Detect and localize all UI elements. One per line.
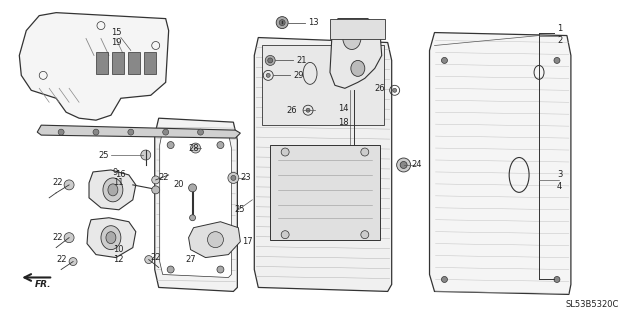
Circle shape [554, 277, 560, 282]
Text: 18: 18 [338, 118, 349, 127]
Circle shape [281, 231, 289, 239]
Circle shape [442, 277, 447, 282]
Circle shape [361, 148, 369, 156]
Circle shape [442, 57, 447, 63]
Polygon shape [160, 130, 232, 278]
Text: 3: 3 [557, 170, 563, 179]
Circle shape [64, 233, 74, 243]
Text: 25: 25 [99, 151, 109, 160]
Text: 29: 29 [293, 71, 303, 80]
Ellipse shape [343, 27, 361, 49]
Text: 24: 24 [412, 160, 422, 169]
Text: 13: 13 [308, 18, 319, 27]
Bar [128, 52, 140, 74]
Polygon shape [19, 13, 169, 120]
Polygon shape [87, 218, 136, 257]
Bar [112, 52, 124, 74]
Circle shape [266, 73, 270, 78]
Circle shape [276, 17, 288, 29]
Text: 4: 4 [557, 182, 562, 191]
Circle shape [64, 180, 74, 190]
Text: 22: 22 [151, 253, 161, 262]
Polygon shape [330, 19, 381, 88]
Circle shape [361, 231, 369, 239]
Bar [270, 145, 380, 240]
Circle shape [189, 215, 196, 221]
Text: 19: 19 [111, 38, 122, 47]
Circle shape [265, 56, 275, 65]
Text: 22: 22 [52, 178, 63, 187]
Circle shape [217, 142, 224, 149]
Text: 28: 28 [189, 144, 199, 152]
Text: 25: 25 [234, 205, 245, 214]
Text: 2: 2 [557, 36, 562, 45]
Circle shape [207, 232, 223, 248]
Ellipse shape [106, 232, 116, 244]
Ellipse shape [103, 178, 123, 202]
Polygon shape [254, 38, 392, 292]
Text: 22: 22 [159, 174, 169, 182]
Ellipse shape [351, 60, 365, 76]
Text: FR.: FR. [35, 280, 51, 289]
Circle shape [152, 186, 160, 194]
Circle shape [167, 142, 174, 149]
Text: 27: 27 [185, 255, 196, 264]
Circle shape [189, 184, 196, 192]
Bar [144, 52, 156, 74]
Circle shape [167, 266, 174, 273]
Text: 20: 20 [173, 180, 184, 189]
Text: 23: 23 [241, 174, 251, 182]
Ellipse shape [108, 184, 118, 196]
Circle shape [198, 129, 204, 135]
Text: 14: 14 [338, 104, 348, 113]
Polygon shape [37, 125, 241, 138]
Text: 22: 22 [52, 233, 63, 242]
Text: 22: 22 [56, 255, 67, 264]
Circle shape [145, 256, 153, 263]
Ellipse shape [101, 226, 121, 249]
Circle shape [306, 108, 310, 112]
Circle shape [400, 161, 407, 168]
Circle shape [554, 57, 560, 63]
Circle shape [397, 158, 411, 172]
Polygon shape [89, 170, 136, 210]
Text: 10: 10 [113, 245, 124, 254]
Circle shape [228, 173, 239, 183]
Text: 26: 26 [374, 84, 385, 93]
Circle shape [231, 175, 236, 181]
Bar [262, 46, 384, 125]
Circle shape [141, 150, 151, 160]
Circle shape [281, 148, 289, 156]
Circle shape [393, 88, 397, 92]
Polygon shape [189, 222, 241, 257]
Text: 16: 16 [116, 170, 126, 179]
Text: 9: 9 [113, 168, 118, 177]
Circle shape [152, 176, 160, 184]
Text: 12: 12 [113, 255, 124, 264]
Text: 17: 17 [243, 237, 253, 246]
Circle shape [217, 266, 224, 273]
Text: 26: 26 [287, 106, 297, 115]
Circle shape [69, 257, 77, 265]
Circle shape [93, 129, 99, 135]
Text: SL53B5320C: SL53B5320C [565, 300, 619, 309]
Bar [330, 19, 385, 39]
Text: 21: 21 [296, 56, 307, 65]
Text: 15: 15 [111, 28, 122, 37]
Circle shape [191, 143, 200, 153]
Text: 11: 11 [113, 178, 124, 187]
Circle shape [128, 129, 134, 135]
Text: 1: 1 [557, 24, 562, 33]
Circle shape [268, 58, 273, 63]
Polygon shape [155, 118, 237, 292]
Circle shape [279, 19, 285, 26]
Circle shape [163, 129, 169, 135]
Polygon shape [429, 33, 571, 294]
Circle shape [58, 129, 64, 135]
Bar [96, 52, 108, 74]
